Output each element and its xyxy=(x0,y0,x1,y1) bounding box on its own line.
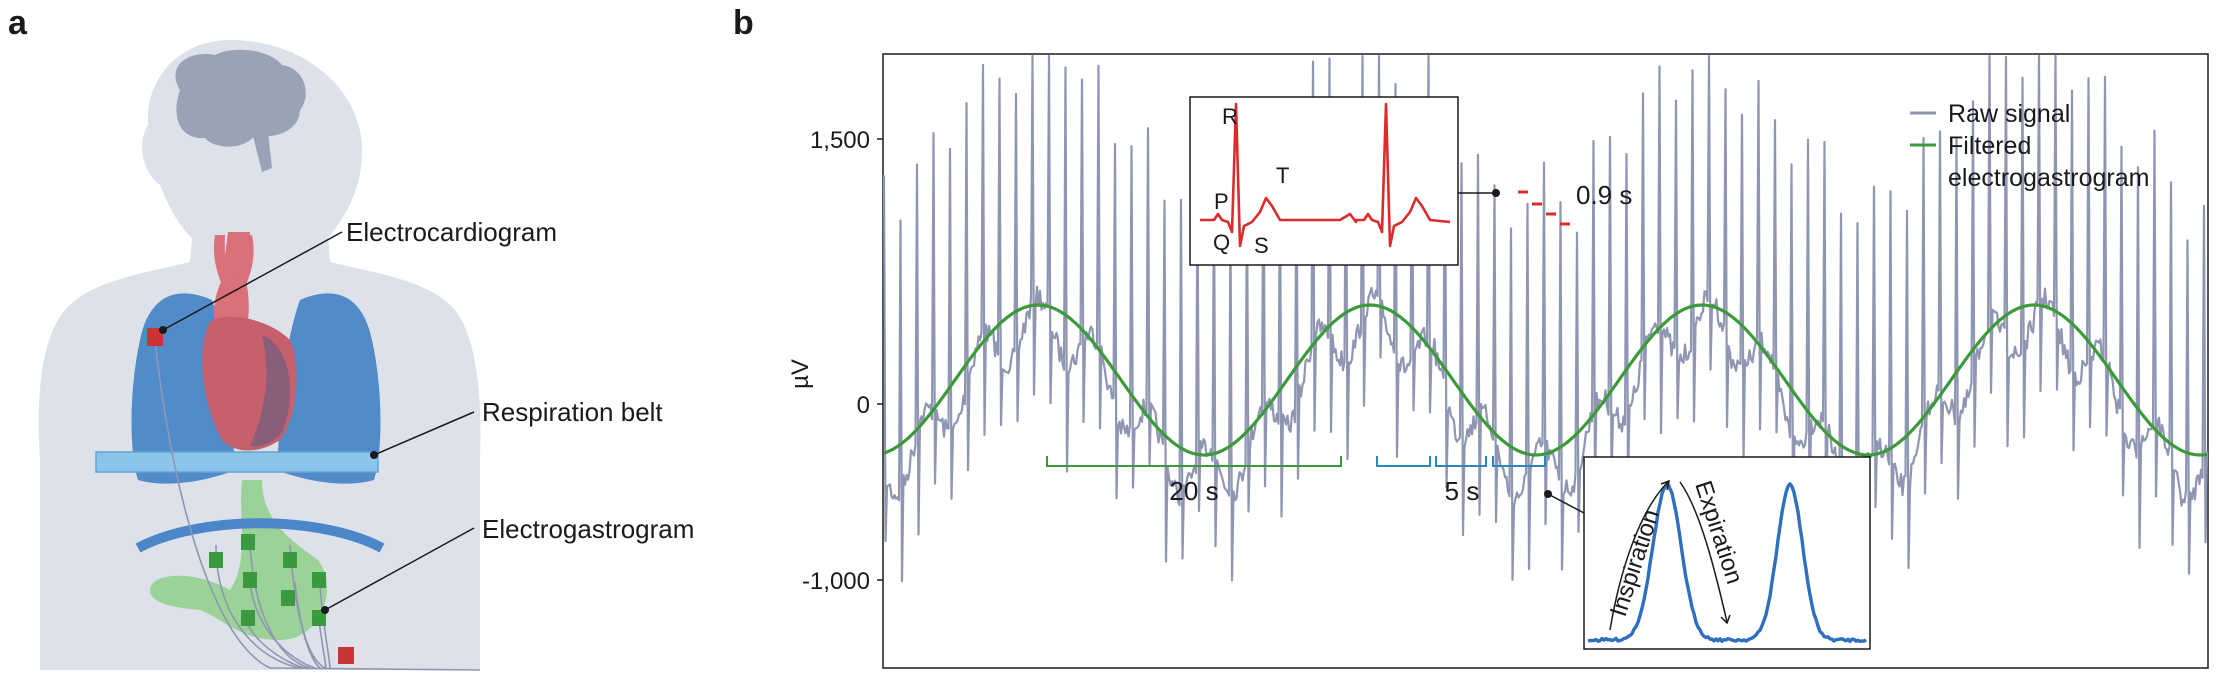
diaphragm xyxy=(135,518,385,553)
ecg-label-S: S xyxy=(1254,233,1269,258)
y-axis-label: µV xyxy=(787,359,814,389)
resp-period-label: 5 s xyxy=(1445,476,1480,506)
egg-period-bracket xyxy=(1046,456,1342,467)
respiration-belt xyxy=(95,451,379,473)
legend: Raw signal Filtered electrogastrogram xyxy=(1910,100,2149,192)
ecg-label-R: R xyxy=(1222,104,1238,129)
brain-stem xyxy=(252,132,272,172)
label-electrogastrogram: Electrogastrogram xyxy=(482,514,694,544)
aorta xyxy=(213,232,250,340)
body-illustration xyxy=(38,40,481,671)
legend-filtered-l1: Filtered xyxy=(1948,132,2031,160)
signals xyxy=(882,54,2209,583)
respiration-trace xyxy=(1587,482,1867,644)
legend-filtered-l2: electrogastrogram xyxy=(1948,164,2149,192)
egg-electrodes xyxy=(209,534,326,626)
y-tick-minus-1000: -1,000 xyxy=(802,568,870,595)
ecg-label-Q: Q xyxy=(1213,230,1230,255)
aorta-branch-right xyxy=(238,235,254,285)
heart-dark xyxy=(250,335,291,447)
ecg-electrode xyxy=(147,328,163,346)
panel-letter-a: a xyxy=(8,4,28,42)
ecg-trace xyxy=(1200,102,1451,248)
label-respiration-belt: Respiration belt xyxy=(482,397,663,427)
y-tick-0: 0 xyxy=(857,392,870,419)
inspiration-arrow xyxy=(1609,481,1669,631)
y-tick-1500: 1,500 xyxy=(810,127,870,154)
ecg-label-T: T xyxy=(1276,163,1289,188)
brain xyxy=(175,49,306,147)
right-lung xyxy=(277,293,381,484)
respiration-inset: Inspiration Expiration xyxy=(1544,456,1871,650)
resp-period-brackets xyxy=(1376,456,1546,467)
ecg-period-label: 0.9 s xyxy=(1576,180,1632,210)
ground-electrode xyxy=(338,647,354,664)
label-electrocardiogram: Electrocardiogram xyxy=(346,217,557,247)
electrode-wires xyxy=(154,339,481,671)
egg-period-label: 20 s xyxy=(1169,476,1218,506)
ecg-inset: R P T Q S xyxy=(1189,96,1500,266)
legend-raw: Raw signal xyxy=(1948,100,2070,128)
expiration-arrow xyxy=(1679,481,1728,623)
plot-frame xyxy=(882,53,2209,669)
filtered-electrogastrogram-line xyxy=(883,303,2208,457)
aorta-branch-left xyxy=(213,235,230,285)
panel-letter-b: b xyxy=(733,4,754,42)
ecg-label-P: P xyxy=(1214,189,1229,214)
y-axis: 1,500 0 -1,000 µV xyxy=(787,127,883,595)
ecg-period-marks xyxy=(1518,190,1570,226)
